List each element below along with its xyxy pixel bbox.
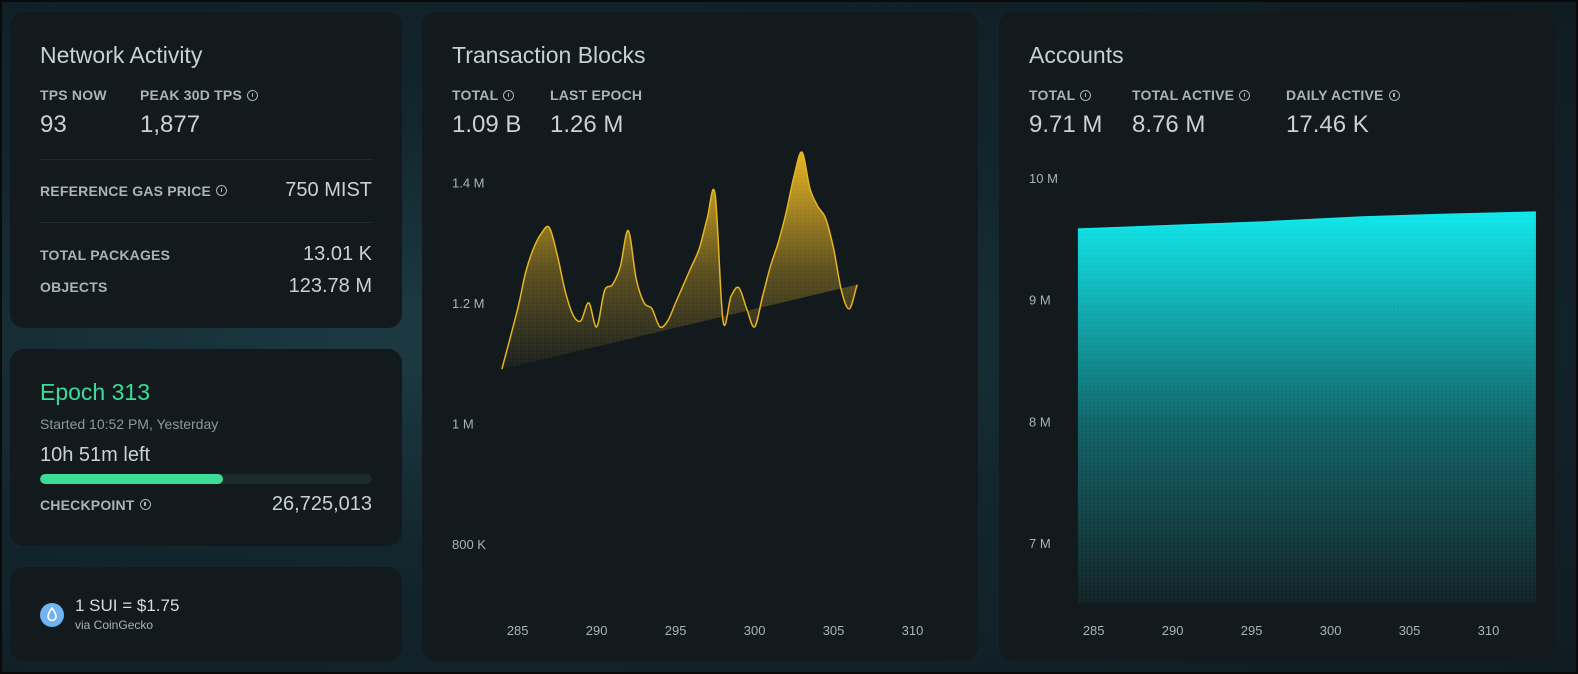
divider	[40, 222, 372, 223]
checkpoint-row: CHECKPOINT 26,725,013	[40, 493, 372, 516]
accounts-daily-value: 17.46 K	[1286, 111, 1369, 138]
tx-line	[501, 151, 858, 370]
epoch-title[interactable]: Epoch 313	[40, 379, 150, 405]
accounts-daily-label: DAILY ACTIVE	[1286, 87, 1384, 103]
checkpoint-value: 26,725,013	[271, 493, 372, 515]
accounts-total-stat: TOTAL 9.71 M	[1029, 87, 1102, 139]
checkpoint-label-wrap: CHECKPOINT	[40, 497, 151, 513]
gas-price-row: REFERENCE GAS PRICE 750 MIST	[40, 179, 372, 202]
tps-now-value: 93	[40, 111, 67, 138]
tps-now-label: TPS NOW	[40, 87, 107, 103]
accounts-card: Accounts TOTAL 9.71 M TOTAL ACTIVE 8.76 …	[999, 12, 1555, 661]
acc-x-tick-label: 305	[1399, 623, 1421, 638]
tx-y-tick-label: 1.4 M	[452, 175, 485, 190]
transaction-blocks-chart[interactable]: 800 K 1 M 1.2 M 1.4 M 285 290 295 300 305 310	[422, 12, 978, 661]
peak-tps-value: 1,877	[140, 111, 201, 138]
accounts-active-value: 8.76 M	[1132, 111, 1206, 138]
checkpoint-label: CHECKPOINT	[40, 496, 135, 513]
tx-total-label-wrap: TOTAL	[452, 87, 521, 103]
gas-price-label: REFERENCE GAS PRICE	[40, 182, 212, 199]
info-icon[interactable]	[1080, 89, 1092, 101]
accounts-active-label-wrap: TOTAL ACTIVE	[1132, 87, 1251, 103]
info-icon[interactable]	[139, 499, 151, 510]
info-icon[interactable]	[247, 89, 258, 101]
tx-total-label: TOTAL	[452, 87, 499, 103]
acc-x-tick-label: 295	[1241, 623, 1263, 638]
sui-price-text: 1 SUI = $1.75	[75, 596, 180, 615]
tx-total-stat: TOTAL 1.09 B	[452, 87, 521, 139]
accounts-total-label-wrap: TOTAL	[1029, 87, 1102, 103]
accounts-total-value: 9.71 M	[1029, 111, 1103, 138]
tx-area-texture	[501, 151, 858, 370]
acc-y-tick-label: 9 M	[1029, 293, 1051, 308]
epoch-started: Started 10:52 PM, Yesterday	[40, 416, 219, 432]
acc-x-tick-label: 310	[1478, 623, 1500, 638]
epoch-progress-track	[40, 474, 372, 484]
accounts-chart[interactable]: 7 M 8 M 9 M 10 M 285 290 295 300 305 310	[999, 12, 1555, 661]
tx-x-tick-label: 300	[744, 623, 766, 638]
tx-x-tick-label: 295	[665, 623, 687, 638]
gas-price-label-wrap: REFERENCE GAS PRICE	[40, 182, 228, 199]
tx-y-tick-label: 1 M	[452, 416, 474, 431]
objects-label: OBJECTS	[40, 278, 108, 295]
accounts-title: Accounts	[1029, 42, 1124, 68]
tx-x-tick-label: 305	[823, 623, 845, 638]
accounts-active-stat: TOTAL ACTIVE 8.76 M	[1132, 87, 1251, 139]
sui-drop-icon	[40, 603, 64, 627]
epoch-card[interactable]: Epoch 313 Started 10:52 PM, Yesterday 10…	[10, 349, 402, 546]
tps-now-stat: TPS NOW 93	[40, 87, 107, 139]
tx-x-tick-label: 285	[507, 623, 529, 638]
transaction-blocks-card: Transaction Blocks TOTAL 1.09 B LAST EPO…	[422, 12, 978, 661]
tx-last-epoch-label: LAST EPOCH	[550, 87, 643, 103]
accounts-daily-label-wrap: DAILY ACTIVE	[1286, 87, 1400, 103]
acc-x-tick-label: 285	[1083, 623, 1105, 638]
peak-tps-label: PEAK 30D TPS	[140, 87, 242, 103]
peak-tps-label-wrap: PEAK 30D TPS	[140, 87, 258, 103]
packages-label: TOTAL PACKAGES	[40, 246, 171, 263]
gas-price-value: 750 MIST	[285, 179, 372, 201]
accounts-daily-stat: DAILY ACTIVE 17.46 K	[1286, 87, 1400, 139]
sui-price-card[interactable]: 1 SUI = $1.75 via CoinGecko	[10, 567, 402, 661]
tx-total-value: 1.09 B	[452, 111, 522, 138]
tx-y-tick-label: 800 K	[452, 537, 486, 552]
objects-value: 123.78 M	[288, 275, 372, 297]
info-icon[interactable]	[503, 89, 515, 101]
acc-line	[1077, 211, 1536, 230]
peak-tps-stat: PEAK 30D TPS 1,877	[140, 87, 258, 139]
divider	[40, 159, 372, 160]
acc-y-tick-label: 10 M	[1029, 171, 1058, 186]
epoch-time-left: 10h 51m left	[40, 444, 151, 466]
packages-value: 13.01 K	[303, 243, 372, 265]
acc-area-texture	[1077, 212, 1536, 604]
acc-y-tick-label: 8 M	[1029, 414, 1051, 429]
packages-row: TOTAL PACKAGES 13.01 K	[40, 243, 372, 266]
info-icon[interactable]	[216, 185, 228, 196]
network-activity-title: Network Activity	[40, 42, 203, 68]
accounts-total-label: TOTAL	[1029, 87, 1076, 103]
network-activity-card: Network Activity TPS NOW 93 PEAK 30D TPS…	[10, 12, 402, 328]
acc-x-tick-label: 300	[1320, 623, 1342, 638]
objects-row: OBJECTS 123.78 M	[40, 275, 372, 298]
info-icon[interactable]	[1239, 89, 1251, 101]
accounts-active-label: TOTAL ACTIVE	[1132, 87, 1235, 103]
tx-last-epoch-stat: LAST EPOCH 1.26 M	[550, 87, 642, 139]
transaction-blocks-title: Transaction Blocks	[452, 42, 646, 68]
acc-x-tick-label: 290	[1162, 623, 1184, 638]
acc-y-tick-label: 7 M	[1029, 536, 1051, 551]
tx-x-tick-label: 290	[586, 623, 608, 638]
tx-y-tick-label: 1.2 M	[452, 296, 485, 311]
tx-last-epoch-value: 1.26 M	[550, 111, 624, 138]
info-icon[interactable]	[1388, 89, 1400, 101]
epoch-progress-fill	[40, 474, 223, 484]
sui-price-source[interactable]: via CoinGecko	[75, 618, 154, 632]
tx-x-tick-label: 310	[902, 623, 924, 638]
